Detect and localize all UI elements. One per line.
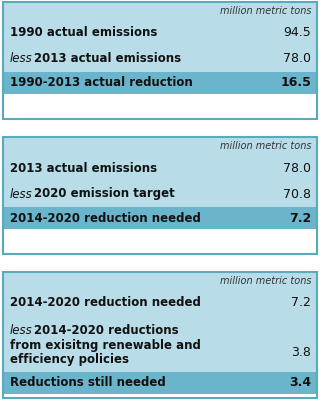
Text: 2014-2020 reduction needed: 2014-2020 reduction needed (10, 296, 201, 310)
Text: 2014-2020 reduction needed: 2014-2020 reduction needed (10, 212, 201, 224)
Bar (3, 20, 317, 46)
Bar (3, 372, 317, 394)
Text: 2014-2020 reductions: 2014-2020 reductions (34, 324, 179, 338)
Text: 2013 actual emissions: 2013 actual emissions (10, 162, 157, 174)
Text: 2020 emission target: 2020 emission target (34, 188, 175, 200)
Bar (3, 137, 317, 254)
Text: 3.8: 3.8 (291, 346, 311, 358)
Text: million metric tons: million metric tons (220, 141, 312, 151)
Text: from exisitng renewable and: from exisitng renewable and (10, 338, 201, 352)
Text: million metric tons: million metric tons (220, 6, 312, 16)
Text: 3.4: 3.4 (289, 376, 311, 390)
Text: efficiency policies: efficiency policies (10, 352, 129, 366)
Text: million metric tons: million metric tons (220, 276, 312, 286)
Text: 78.0: 78.0 (283, 52, 311, 66)
Text: 2013 actual emissions: 2013 actual emissions (34, 52, 181, 66)
Bar (3, 46, 317, 72)
Bar (3, 72, 317, 94)
Text: 70.8: 70.8 (283, 188, 311, 200)
Bar (3, 316, 317, 372)
Text: 7.2: 7.2 (289, 212, 311, 224)
Text: 16.5: 16.5 (280, 76, 311, 90)
Bar (3, 137, 317, 155)
Bar (3, 207, 317, 229)
Text: less: less (10, 188, 33, 200)
Bar (3, 272, 317, 398)
Text: 1990 actual emissions: 1990 actual emissions (10, 26, 157, 40)
Text: Reductions still needed: Reductions still needed (10, 376, 166, 390)
Bar (3, 2, 317, 20)
Text: 94.5: 94.5 (283, 26, 311, 40)
Text: less: less (10, 324, 33, 338)
Text: 78.0: 78.0 (283, 162, 311, 174)
Bar (3, 290, 317, 316)
Bar (3, 181, 317, 207)
Bar (3, 155, 317, 181)
Text: 1990-2013 actual reduction: 1990-2013 actual reduction (10, 76, 193, 90)
Text: 7.2: 7.2 (291, 296, 311, 310)
Bar (3, 2, 317, 119)
Text: less: less (10, 52, 33, 66)
Bar (3, 272, 317, 290)
